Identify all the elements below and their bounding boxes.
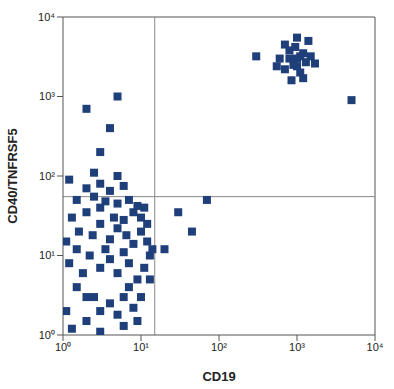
svg-text:CD19: CD19 — [202, 369, 235, 384]
svg-text:10⁰: 10⁰ — [39, 329, 55, 341]
svg-text:10¹: 10¹ — [133, 341, 149, 353]
svg-text:CD40/TNFRSF5: CD40/TNFRSF5 — [8, 128, 20, 223]
svg-text:10²: 10² — [39, 170, 55, 182]
svg-text:10⁴: 10⁴ — [38, 11, 55, 23]
svg-text:10³: 10³ — [289, 341, 305, 353]
svg-text:10⁰: 10⁰ — [55, 341, 71, 353]
svg-text:10²: 10² — [211, 341, 227, 353]
svg-text:10³: 10³ — [39, 90, 55, 102]
svg-text:10⁴: 10⁴ — [367, 341, 384, 353]
svg-text:10¹: 10¹ — [39, 249, 55, 261]
